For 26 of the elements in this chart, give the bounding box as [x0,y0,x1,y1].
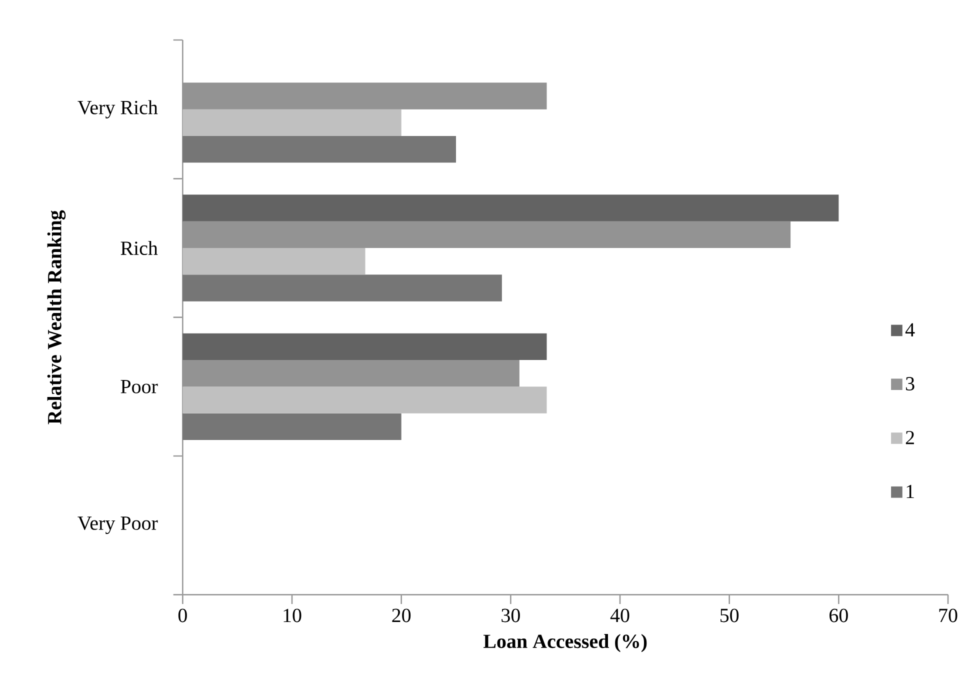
x-tick-label: 50 [720,608,739,622]
y-tick-label: Very Poor [78,516,158,534]
bar [182,136,456,163]
legend-label: 2 [906,430,914,444]
legend-label: 1 [906,484,914,498]
x-tick-label: 30 [502,608,520,622]
bar [182,333,547,360]
legend-label: 4 [905,323,915,336]
bar [182,386,547,414]
y-tick-label: Very Rich [78,100,158,118]
y-axis-title: Relative Wealth Ranking [47,210,66,424]
bar [182,248,366,275]
bar [182,194,839,222]
x-axis-title: Loan Accessed (%) [483,634,647,652]
bar [182,413,402,440]
y-tick-label: Poor [120,380,158,394]
x-tick-label: 70 [939,608,958,622]
x-tick-label: 40 [610,608,630,622]
legend-label: 3 [906,377,914,390]
bar [182,109,402,136]
x-tick-label: 10 [284,608,302,622]
y-tick-label: Rich [120,240,158,256]
x-tick-label: 20 [392,608,411,622]
x-tick-label: 0 [178,608,187,622]
x-tick-label: 60 [830,608,848,622]
bar [182,274,502,302]
